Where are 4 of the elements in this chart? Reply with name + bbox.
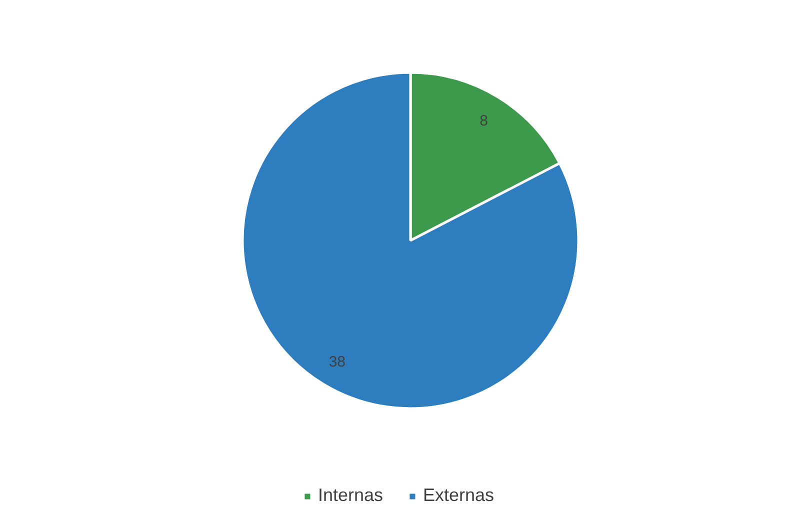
legend-label: Externas	[423, 485, 494, 506]
legend-label: Internas	[318, 485, 383, 506]
data-label: 38	[328, 354, 346, 371]
data-label: 8	[480, 112, 488, 130]
